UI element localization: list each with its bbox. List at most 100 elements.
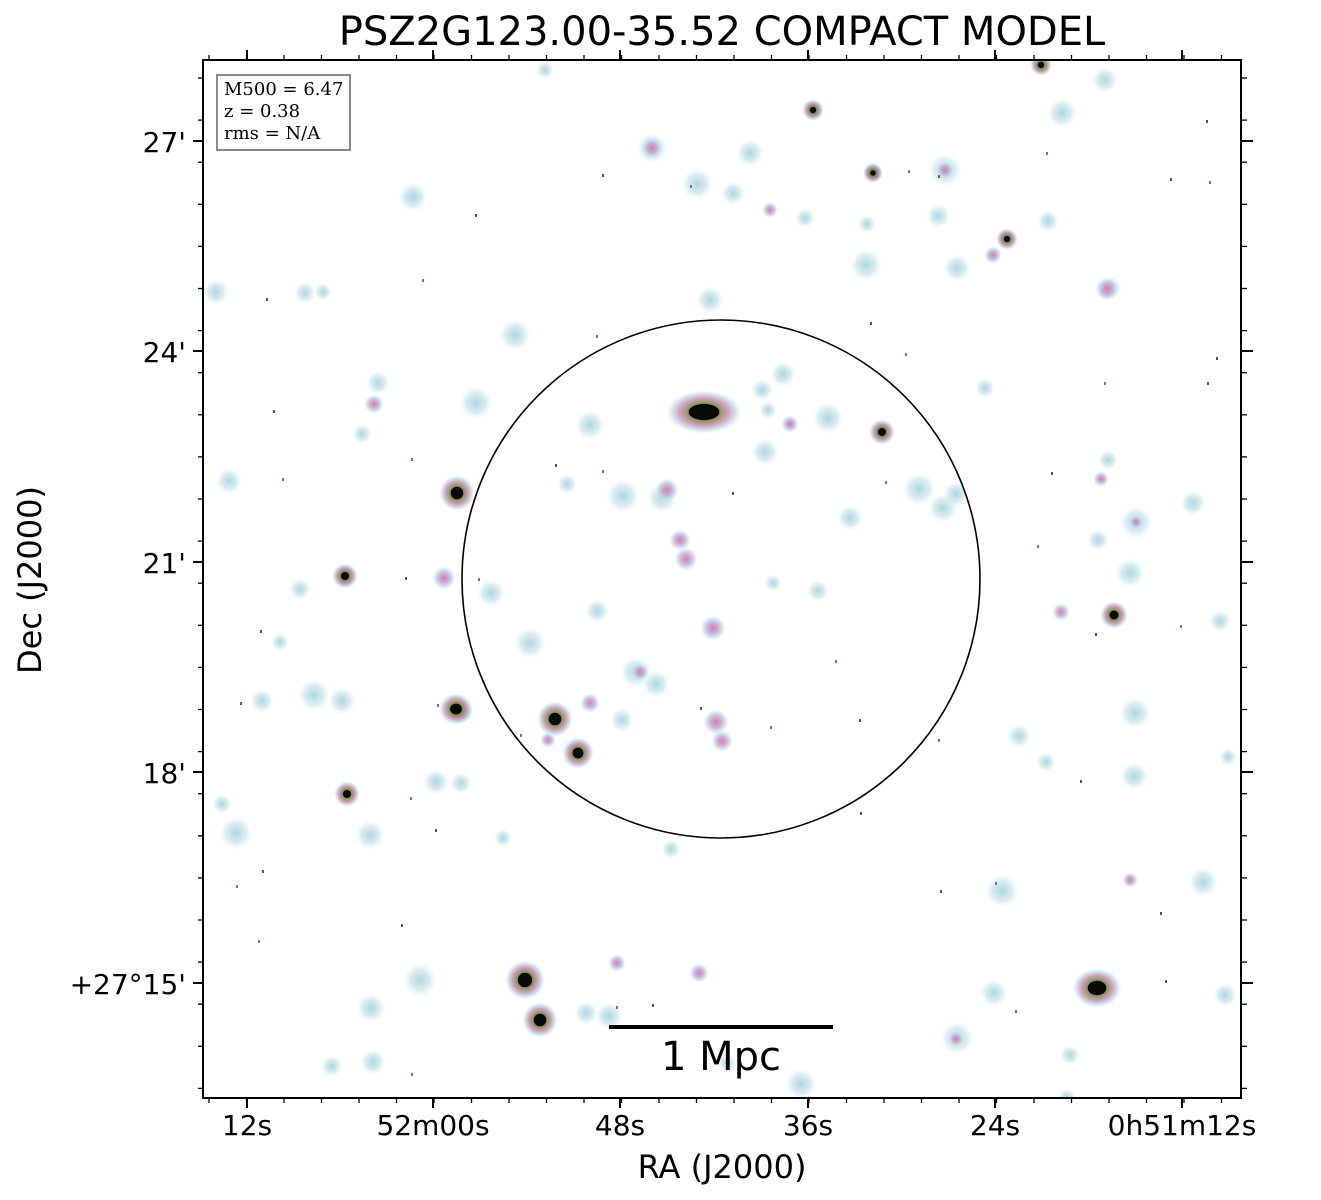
faint-source — [271, 633, 289, 651]
pink-source — [762, 202, 778, 218]
bright-source-core — [877, 427, 887, 437]
faint-source — [1060, 1045, 1080, 1065]
bright-source-core — [517, 972, 533, 988]
faint-source — [1119, 697, 1151, 729]
faint-source — [943, 254, 971, 282]
noise-speck — [1165, 980, 1167, 983]
faint-source — [795, 208, 815, 228]
noise-speck — [652, 1004, 654, 1007]
faint-source — [975, 378, 995, 398]
faint-source — [352, 424, 372, 444]
bright-source-core — [809, 106, 817, 114]
pink-source — [1093, 471, 1109, 487]
noise-speck — [1216, 357, 1218, 360]
noise-speck — [885, 481, 887, 484]
bright-source-core — [533, 1013, 547, 1027]
noise-speck — [940, 890, 942, 893]
faint-source — [574, 1001, 598, 1025]
faint-source — [610, 708, 634, 732]
noise-speck — [410, 797, 412, 800]
faint-source — [328, 687, 356, 715]
noise-speck — [555, 464, 557, 467]
bright-source-core — [1087, 980, 1107, 996]
y-tick-label: 27' — [142, 126, 186, 159]
noise-speck — [602, 174, 604, 177]
y-tick-label: 18' — [142, 757, 186, 790]
rms-value: rms = N/A — [224, 123, 321, 144]
faint-source — [212, 794, 232, 814]
y-axis-label: Dec (J2000) — [11, 486, 49, 674]
x-tick-label: 52m00s — [376, 1109, 490, 1142]
bright-source-core — [548, 712, 562, 726]
figure-title: PSZ2G123.00-35.52 COMPACT MODEL — [338, 9, 1106, 55]
faint-source — [403, 963, 437, 997]
faint-source — [606, 479, 640, 513]
pink-source — [641, 137, 663, 159]
faint-source — [499, 319, 531, 351]
x-tick-label: 0h51m12s — [1107, 1109, 1257, 1142]
x-tick-label: 36s — [782, 1109, 834, 1142]
bright-source-core — [870, 170, 876, 176]
pink-source — [689, 963, 709, 983]
noise-speck — [616, 1006, 618, 1009]
faint-source — [423, 769, 449, 795]
noise-speck — [422, 279, 424, 282]
faint-source — [926, 204, 950, 228]
faint-source — [770, 361, 796, 387]
faint-source — [1036, 752, 1056, 772]
faint-source — [494, 829, 512, 847]
noise-speck — [475, 214, 477, 217]
noise-speck — [1207, 382, 1209, 385]
faint-source — [681, 168, 713, 200]
noise-speck — [602, 470, 604, 473]
faint-source — [812, 402, 844, 434]
noise-speck — [258, 940, 260, 943]
pink-source — [655, 478, 679, 502]
faint-source — [1092, 67, 1118, 93]
faint-source — [759, 401, 777, 419]
faint-source — [736, 139, 764, 167]
noise-speck — [260, 630, 262, 633]
faint-source — [850, 249, 882, 281]
pink-source — [1095, 277, 1119, 301]
noise-speck — [700, 707, 702, 710]
faint-source — [1058, 1088, 1076, 1098]
faint-source — [1047, 98, 1077, 128]
y-tick-label: 21' — [142, 547, 186, 580]
faint-source — [661, 839, 681, 859]
faint-source — [837, 505, 863, 531]
noise-speck — [266, 298, 268, 301]
faint-source — [321, 1055, 343, 1077]
noise-speck — [1051, 472, 1053, 475]
faint-source — [721, 181, 745, 205]
faint-source — [450, 772, 472, 794]
noise-speck — [405, 577, 407, 580]
faint-source — [356, 993, 386, 1023]
noise-speck — [1104, 382, 1106, 385]
noise-speck — [1170, 178, 1172, 181]
pink-source — [781, 415, 799, 433]
faint-source — [1209, 610, 1231, 632]
faint-source — [1213, 983, 1237, 1007]
bright-source-core — [450, 486, 464, 500]
noise-speck — [1080, 780, 1082, 783]
pink-source — [364, 394, 384, 414]
noise-speck — [908, 170, 910, 173]
noise-speck — [1046, 152, 1048, 155]
plot-frame — [202, 59, 1242, 1099]
y-tick-label: 24' — [142, 336, 186, 369]
bright-source-core — [572, 747, 584, 759]
faint-source — [858, 215, 876, 233]
pink-source — [669, 529, 691, 551]
faint-source — [557, 474, 577, 494]
faint-source — [1219, 748, 1237, 766]
noise-speck — [240, 702, 242, 705]
noise-speck — [690, 185, 692, 188]
noise-speck — [437, 704, 439, 707]
pink-source — [1052, 603, 1070, 621]
faint-source — [398, 182, 428, 212]
bright-source-core — [1037, 61, 1045, 69]
x-tick-label: 48s — [594, 1109, 646, 1142]
noise-speck — [905, 353, 907, 356]
noise-speck — [596, 335, 598, 338]
